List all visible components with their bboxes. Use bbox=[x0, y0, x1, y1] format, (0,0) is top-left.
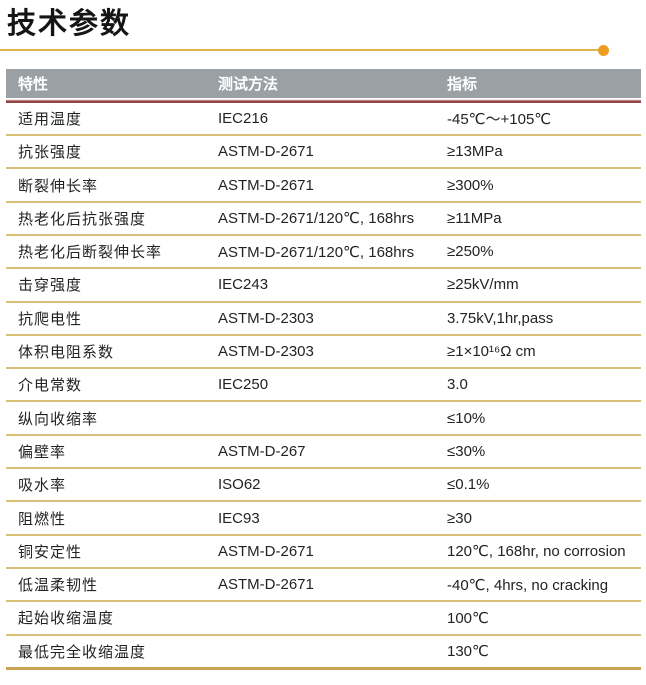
cell-property: 热老化后断裂伸长率 bbox=[18, 244, 163, 262]
spec-table: 特性 测试方法 指标 适用温度 IEC216 -45℃～+105℃ 抗张强度 A… bbox=[6, 68, 641, 670]
cell-value: 3.75kV,1hr,pass bbox=[447, 309, 554, 327]
cell-property: 最低完全收缩温度 bbox=[18, 643, 147, 661]
cell-method: ASTM-D-2303 bbox=[218, 309, 314, 327]
cell-property: 抗爬电性 bbox=[18, 310, 83, 328]
cell-method: ASTM-D-2671 bbox=[218, 143, 314, 161]
cell-value: ≥13MPa bbox=[447, 143, 503, 161]
cell-property: 低温柔韧性 bbox=[18, 577, 99, 595]
table-row: 击穿强度 IEC243 ≥25kV/mm bbox=[6, 269, 641, 303]
cell-property: 断裂伸长率 bbox=[18, 177, 99, 195]
table-row: 铜安定性 ASTM-D-2671 120℃, 168hr, no corrosi… bbox=[6, 536, 641, 569]
cell-value: ≥30 bbox=[447, 509, 472, 527]
cell-value: -40℃, 4hrs, no cracking bbox=[447, 576, 609, 594]
cell-value: ≥25kV/mm bbox=[447, 276, 519, 294]
table-row: 吸水率 ISO62 ≤0.1% bbox=[6, 469, 641, 503]
cell-value: ≤0.1% bbox=[447, 476, 490, 494]
cell-value: ≥250% bbox=[447, 243, 494, 261]
table-row: 纵向收缩率 ≤10% bbox=[6, 402, 641, 436]
cell-method: IEC216 bbox=[218, 109, 269, 127]
table-row: 热老化后抗张强度 ASTM-D-2671/120℃, 168hrs ≥11MPa bbox=[6, 203, 641, 236]
table-header-method: 测试方法 bbox=[218, 75, 279, 93]
cell-method: IEC93 bbox=[218, 509, 260, 527]
cell-property: 抗张强度 bbox=[18, 144, 83, 162]
title-rule-line bbox=[0, 48, 601, 51]
table-row: 断裂伸长率 ASTM-D-2671 ≥300% bbox=[6, 169, 641, 203]
cell-value: 3.0 bbox=[447, 376, 468, 394]
cell-value: ≥11MPa bbox=[447, 209, 502, 227]
table-row: 偏壁率 ASTM-D-267 ≤30% bbox=[6, 436, 641, 470]
table-header-value: 指标 bbox=[447, 75, 478, 93]
table-body: 适用温度 IEC216 -45℃～+105℃ 抗张强度 ASTM-D-2671 … bbox=[6, 103, 641, 670]
cell-method: ASTM-D-2671 bbox=[218, 542, 314, 560]
cell-method: ASTM-D-2303 bbox=[218, 343, 314, 361]
table-row: 热老化后断裂伸长率 ASTM-D-2671/120℃, 168hrs ≥250% bbox=[6, 236, 641, 270]
header-underline bbox=[6, 97, 641, 103]
cell-property: 体积电阻系数 bbox=[18, 344, 115, 362]
cell-method: ASTM-D-2671 bbox=[218, 176, 314, 194]
table-row: 阻燃性 IEC93 ≥30 bbox=[6, 502, 641, 536]
table-row: 起始收缩温度 100℃ bbox=[6, 602, 641, 636]
table-row: 适用温度 IEC216 -45℃～+105℃ bbox=[6, 103, 641, 137]
title-rule bbox=[0, 43, 646, 57]
cell-property: 起始收缩温度 bbox=[18, 610, 115, 628]
cell-method: ASTM-D-2671/120℃, 168hrs bbox=[218, 210, 415, 228]
cell-method: ISO62 bbox=[218, 476, 261, 494]
table-header-row: 特性 测试方法 指标 bbox=[6, 68, 641, 98]
table-row: 介电常数 IEC250 3.0 bbox=[6, 369, 641, 403]
cell-method: IEC243 bbox=[218, 276, 269, 294]
table-row: 体积电阻系数 ASTM-D-2303 ≥1×10¹⁶Ω cm bbox=[6, 336, 641, 370]
cell-method: IEC250 bbox=[218, 376, 269, 394]
cell-property: 适用温度 bbox=[18, 110, 83, 128]
cell-property: 纵向收缩率 bbox=[18, 410, 99, 428]
table-row: 低温柔韧性 ASTM-D-2671 -40℃, 4hrs, no crackin… bbox=[6, 569, 641, 603]
cell-property: 吸水率 bbox=[18, 477, 67, 495]
table-header-property: 特性 bbox=[18, 75, 49, 93]
cell-method: ASTM-D-2671 bbox=[218, 576, 314, 594]
cell-value: 130℃ bbox=[447, 643, 489, 661]
cell-value: ≥300% bbox=[447, 176, 494, 194]
cell-value: ≤10% bbox=[447, 409, 486, 427]
cell-property: 击穿强度 bbox=[18, 277, 83, 295]
cell-property: 阻燃性 bbox=[18, 510, 67, 528]
cell-method: ASTM-D-2671/120℃, 168hrs bbox=[218, 243, 415, 261]
cell-property: 偏壁率 bbox=[18, 443, 67, 461]
cell-value: 120℃, 168hr, no corrosion bbox=[447, 543, 626, 561]
cell-value: -45℃～+105℃ bbox=[447, 110, 552, 128]
title-rule-dot-icon bbox=[598, 44, 609, 56]
cell-value: ≤30% bbox=[447, 442, 486, 460]
table-row: 抗爬电性 ASTM-D-2303 3.75kV,1hr,pass bbox=[6, 303, 641, 336]
cell-value: 100℃ bbox=[447, 609, 489, 627]
cell-property: 介电常数 bbox=[18, 377, 83, 395]
page-title: 技术参数 bbox=[7, 8, 132, 40]
table-row: 最低完全收缩温度 130℃ bbox=[6, 636, 641, 670]
cell-method: ASTM-D-267 bbox=[218, 442, 306, 460]
cell-property: 铜安定性 bbox=[18, 543, 83, 561]
cell-value: ≥1×10¹⁶Ω cm bbox=[447, 343, 536, 361]
table-row: 抗张强度 ASTM-D-2671 ≥13MPa bbox=[6, 136, 641, 170]
cell-property: 热老化后抗张强度 bbox=[18, 210, 147, 228]
